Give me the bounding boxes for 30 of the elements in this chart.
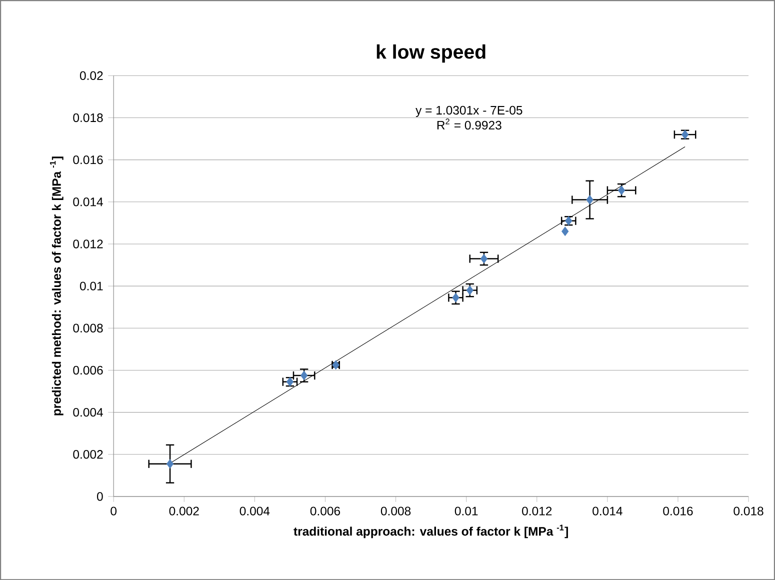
y-tick-label: 0.004	[73, 408, 103, 417]
x-axis-title: traditional approach: values of factor k [MPa $^{-1}$]	[294, 524, 568, 538]
x-tick-label: 0.016	[663, 506, 693, 516]
x-tick-label: 0.002	[169, 506, 199, 516]
annotation: y = 1.0301x - 7E-05	[416, 106, 522, 117]
y-tick-label: 0.006	[73, 366, 103, 374]
y-axis-title: predicted method: values of factor k [MPa $^{-1}$]	[50, 156, 64, 416]
x-tick-label: 0	[110, 506, 117, 516]
x-tick-label: 0.006	[310, 506, 340, 516]
chart-title: k low speed	[376, 44, 486, 63]
point	[466, 286, 474, 295]
y-tick-label: 0.008	[73, 324, 103, 332]
point	[586, 195, 594, 204]
y-tick-label: 0.01	[80, 282, 103, 290]
y-tick-label: 0.016	[73, 155, 103, 164]
y-tick-label: 0.014	[73, 197, 103, 206]
x-tick-label: 0.01	[454, 506, 478, 516]
y-tick-label: 0.02	[80, 71, 103, 80]
y-tick-label: 0.018	[73, 113, 103, 122]
x-tick-label: 0.004	[240, 506, 270, 516]
x-tick-label: 0.008	[380, 506, 411, 516]
y-tick-label: 0.012	[73, 240, 103, 248]
point	[166, 459, 174, 468]
y-tick-label: 0.002	[73, 450, 103, 459]
x-tick-label: 0.012	[522, 506, 552, 516]
x-tick-label: 0.014	[592, 506, 622, 516]
point	[562, 226, 569, 236]
annotation: R$^{2}$ = 0.9923	[437, 118, 502, 130]
y-tick-label: 0	[97, 492, 103, 501]
x-tick-label: 0.018	[734, 506, 764, 516]
